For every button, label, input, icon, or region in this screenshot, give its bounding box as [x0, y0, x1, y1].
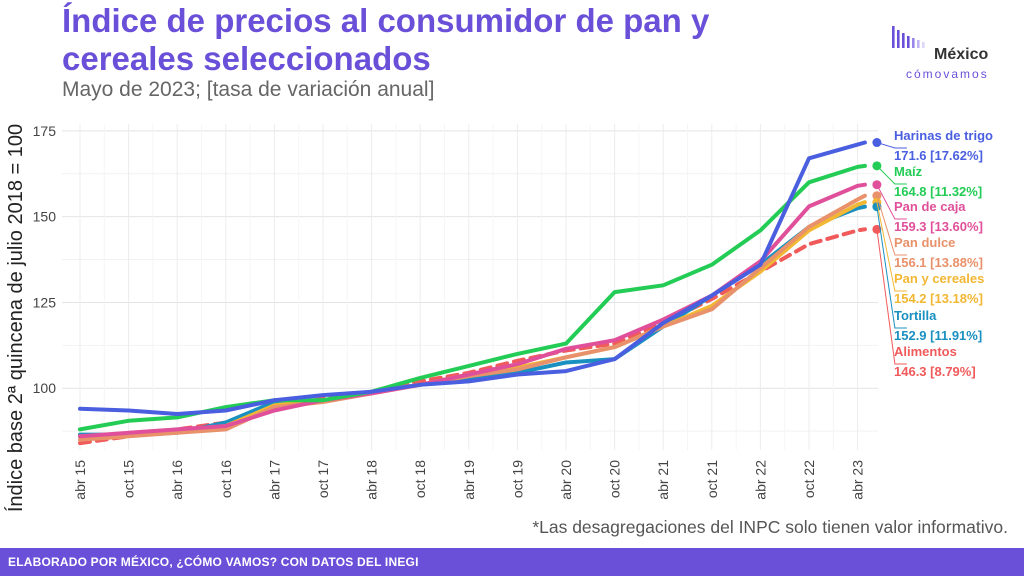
- label-leader-line: [876, 202, 907, 292]
- series-value-label: 154.2 [13.18%]: [894, 291, 983, 306]
- x-tick-label: abr 15: [72, 460, 88, 500]
- series-line: [78, 182, 867, 439]
- label-leader-line: [876, 206, 907, 329]
- series-line: [78, 193, 867, 442]
- x-axis-ticks: abr 15 oct 15 abr 16 oct 16 abr 17 oct 17 abr …: [72, 460, 866, 500]
- series-value-label: 159.3 [13.60%]: [894, 219, 983, 234]
- series-name-label: Pan dulce: [894, 235, 955, 250]
- x-tick-label: oct 18: [412, 460, 428, 498]
- series-name-label: Pan y cereales: [894, 271, 984, 286]
- series-value-label: 156.1 [13.88%]: [894, 255, 983, 270]
- series-value-label: 152.9 [11.91%]: [894, 328, 982, 343]
- label-leader-line: [876, 195, 907, 256]
- logo-tagline: cómovamos: [906, 67, 989, 81]
- series-endpoint: [872, 138, 882, 148]
- series-name-label: Maíz: [894, 164, 923, 179]
- y-tick-label: 100: [33, 380, 57, 396]
- logo-bars-icon: [892, 26, 925, 48]
- series-name-label: Tortilla: [894, 308, 937, 323]
- mexico-como-vamos-logo: [892, 26, 925, 48]
- chart-grid: [62, 124, 878, 450]
- x-tick-label: oct 20: [607, 460, 623, 498]
- series-line: [78, 140, 867, 416]
- label-leader-line: [876, 184, 907, 220]
- y-tick-label: 150: [33, 209, 57, 225]
- chart-title: Índice de precios al consumidor de pan y…: [62, 2, 710, 77]
- label-leader-line: [876, 142, 907, 149]
- y-axis-ticks: 100 125 150 175: [33, 123, 57, 396]
- x-tick-label: oct 15: [121, 460, 137, 498]
- x-tick-label: abr 22: [752, 460, 768, 500]
- series-name-label: Harinas de trigo: [894, 128, 993, 143]
- y-tick-label: 175: [33, 123, 57, 139]
- y-axis-label: Índice base 2ª quincena de julio 2018 = …: [4, 124, 27, 512]
- series-value-label: 146.3 [8.79%]: [894, 364, 976, 379]
- series-labels: Harinas de trigo 171.6 [17.62%]Maíz 164.8 …: [876, 128, 993, 379]
- x-tick-label: abr 16: [169, 460, 185, 500]
- logo-name: México: [934, 46, 989, 63]
- x-tick-label: abr 18: [364, 460, 380, 500]
- series-value-label: 171.6 [17.62%]: [894, 148, 983, 163]
- chart-lines: [78, 138, 882, 446]
- series-name-label: Alimentos: [894, 344, 957, 359]
- series-value-label: 164.8 [11.32%]: [894, 184, 982, 199]
- chart-subtitle: Mayo de 2023; [tasa de variación anual]: [62, 78, 435, 101]
- x-tick-label: abr 17: [266, 460, 282, 500]
- x-tick-label: oct 17: [315, 460, 331, 498]
- label-leader-line: [876, 165, 907, 185]
- x-tick-label: oct 19: [509, 460, 525, 498]
- x-tick-label: abr 21: [655, 460, 671, 500]
- footer-text: ELABORADO POR MÉXICO, ¿CÓMO VAMOS? CON D…: [8, 555, 419, 569]
- x-tick-label: oct 21: [704, 460, 720, 498]
- series-name-label: Pan de caja: [894, 199, 966, 214]
- x-tick-label: abr 20: [558, 460, 574, 500]
- x-tick-label: oct 22: [801, 460, 817, 498]
- footer-bar: ELABORADO POR MÉXICO, ¿CÓMO VAMOS? CON D…: [0, 548, 1024, 576]
- series-line: [78, 163, 867, 432]
- footnote: *Las desagregaciones del INPC solo tiene…: [532, 517, 1008, 537]
- x-tick-label: oct 16: [218, 460, 234, 498]
- label-leader-line: [876, 229, 907, 365]
- x-tick-label: abr 19: [461, 460, 477, 500]
- series-line: [78, 204, 867, 437]
- y-tick-label: 125: [33, 294, 57, 310]
- x-tick-label: abr 23: [850, 460, 866, 500]
